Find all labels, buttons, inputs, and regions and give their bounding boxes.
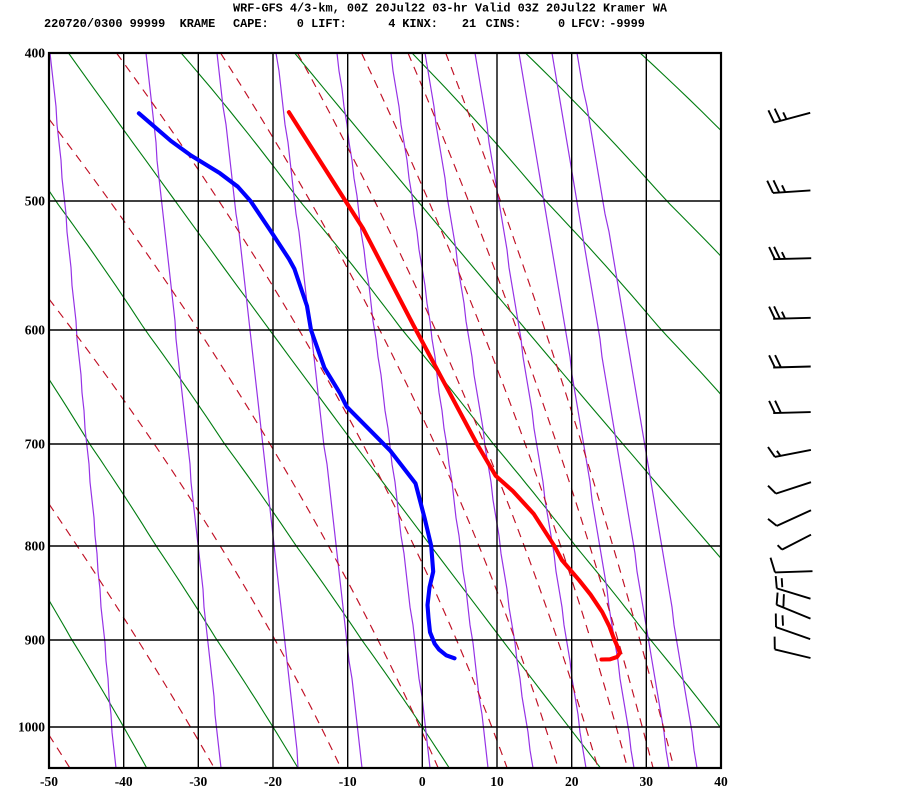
svg-text:LIFT:: LIFT: [311,17,347,31]
svg-text:1000: 1000 [18,720,45,735]
svg-text:900: 900 [25,633,46,648]
svg-text:220720/0300 99999 KRAME: 220720/0300 99999 KRAME [44,17,215,31]
svg-text:-50: -50 [40,774,58,789]
svg-text:0: 0 [297,17,304,31]
svg-text:-40: -40 [115,774,133,789]
svg-text:CAPE:: CAPE: [233,17,269,31]
svg-text:700: 700 [25,437,46,452]
svg-text:0: 0 [558,17,565,31]
svg-text:-20: -20 [264,774,282,789]
svg-text:10: 10 [490,774,504,789]
svg-text:21: 21 [462,17,476,31]
svg-text:20: 20 [565,774,579,789]
svg-text:500: 500 [25,194,46,209]
svg-text:600: 600 [25,323,46,338]
svg-text:4: 4 [388,17,395,31]
svg-text:-9999: -9999 [609,17,645,31]
svg-text:KINX:: KINX: [402,17,438,31]
svg-text:40: 40 [714,774,728,789]
svg-text:LFCV:: LFCV: [571,17,607,31]
svg-text:WRF-GFS 4/3-km, 00Z 20Jul22 03: WRF-GFS 4/3-km, 00Z 20Jul22 03-hr Valid … [233,1,668,15]
svg-text:-30: -30 [189,774,207,789]
svg-text:800: 800 [25,539,46,554]
svg-text:0: 0 [419,774,426,789]
svg-text:30: 30 [640,774,654,789]
svg-text:400: 400 [25,46,46,61]
svg-text:-10: -10 [339,774,357,789]
svg-text:CINS:: CINS: [486,17,522,31]
